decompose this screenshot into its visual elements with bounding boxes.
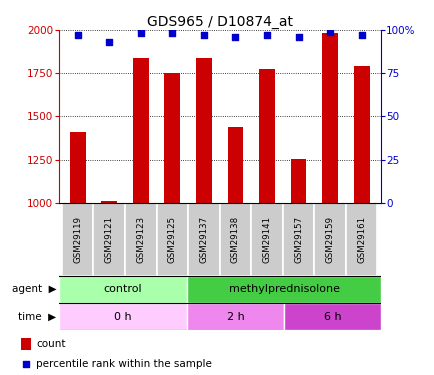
Text: GSM29161: GSM29161	[356, 216, 365, 263]
Bar	[187, 303, 283, 330]
Point	[23, 361, 30, 367]
Point	[231, 34, 238, 40]
Bar	[132, 58, 148, 203]
Bar	[227, 127, 243, 203]
Bar	[282, 203, 314, 276]
Bar	[345, 203, 377, 276]
Text: GSM29159: GSM29159	[325, 216, 334, 263]
Bar	[101, 201, 117, 203]
Point	[263, 32, 270, 38]
Text: GSM29125: GSM29125	[168, 216, 177, 263]
Bar	[62, 203, 93, 276]
Point	[357, 32, 364, 38]
Point	[294, 34, 301, 40]
Title: GDS965 / D10874_at: GDS965 / D10874_at	[146, 15, 292, 29]
Text: control: control	[104, 285, 142, 294]
Bar	[196, 58, 211, 203]
Point	[200, 32, 207, 38]
Bar	[353, 66, 369, 203]
Text: GSM29157: GSM29157	[293, 216, 302, 263]
Text: 0 h: 0 h	[114, 312, 132, 321]
Bar	[251, 203, 282, 276]
Point	[326, 29, 333, 35]
Text: methylprednisolone: methylprednisolone	[228, 285, 339, 294]
Text: GSM29138: GSM29138	[230, 216, 240, 263]
Bar	[59, 303, 187, 330]
Point	[168, 30, 175, 36]
Bar	[125, 203, 156, 276]
Bar	[290, 159, 306, 203]
Bar	[314, 203, 345, 276]
Text: GSM29141: GSM29141	[262, 216, 271, 263]
Bar	[59, 276, 187, 303]
Text: GSM29121: GSM29121	[105, 216, 113, 263]
Text: 2 h: 2 h	[227, 312, 244, 321]
Bar	[259, 69, 274, 203]
Bar	[322, 33, 337, 203]
Bar	[219, 203, 251, 276]
Bar	[21, 338, 31, 350]
Text: 6 h: 6 h	[323, 312, 340, 321]
Text: GSM29119: GSM29119	[73, 216, 82, 263]
Point	[74, 32, 81, 38]
Text: time  ▶: time ▶	[18, 312, 56, 321]
Bar	[283, 303, 380, 330]
Point	[105, 39, 112, 45]
Bar	[187, 276, 380, 303]
Text: agent  ▶: agent ▶	[12, 285, 56, 294]
Bar	[93, 203, 125, 276]
Point	[137, 30, 144, 36]
Text: GSM29137: GSM29137	[199, 216, 208, 263]
Text: percentile rank within the sample: percentile rank within the sample	[36, 359, 212, 369]
Text: GSM29123: GSM29123	[136, 216, 145, 263]
Text: count: count	[36, 339, 66, 349]
Bar	[187, 203, 219, 276]
Bar	[69, 132, 85, 203]
Bar	[164, 73, 180, 203]
Bar	[156, 203, 187, 276]
